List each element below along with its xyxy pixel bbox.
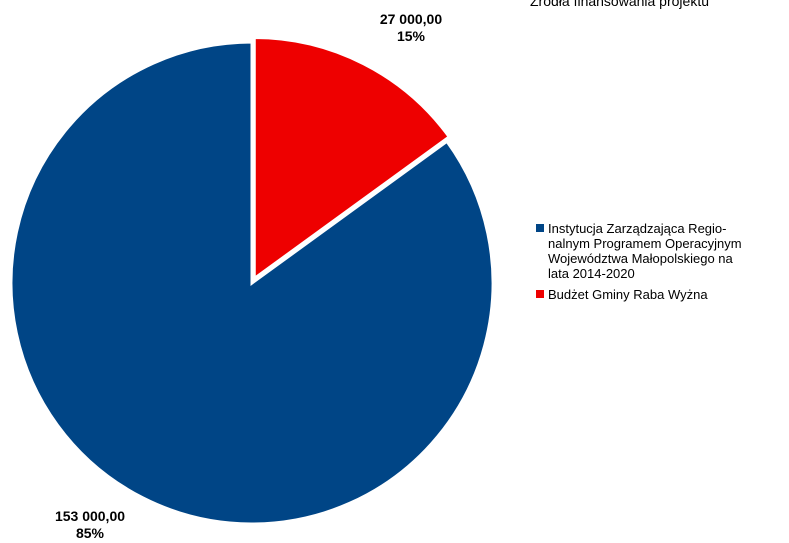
legend-item: Budżet Gminy Raba Wyżna [536, 287, 789, 302]
pie-slice-1 [252, 36, 452, 282]
slice-percent-label-1: 15% [397, 28, 426, 44]
chart-title: Źródła finansowania projektu [530, 0, 709, 9]
legend-item: Instytucja Zarządzająca Regio- nalnym Pr… [536, 221, 789, 281]
slice-value-label-2: 153 000,00 [55, 508, 125, 524]
slice-percent-label-2: 85% [76, 525, 105, 541]
legend-swatch [536, 290, 544, 298]
legend-label: Budżet Gminy Raba Wyżna [548, 287, 708, 302]
slice-value-label-1: 27 000,00 [380, 11, 442, 27]
legend-swatch [536, 224, 544, 232]
legend-label: Instytucja Zarządzająca Regio- nalnym Pr… [548, 221, 742, 281]
pie-slices [9, 36, 495, 526]
chart-legend: Instytucja Zarządzająca Regio- nalnym Pr… [536, 221, 789, 308]
pie-slice-2 [9, 40, 495, 526]
